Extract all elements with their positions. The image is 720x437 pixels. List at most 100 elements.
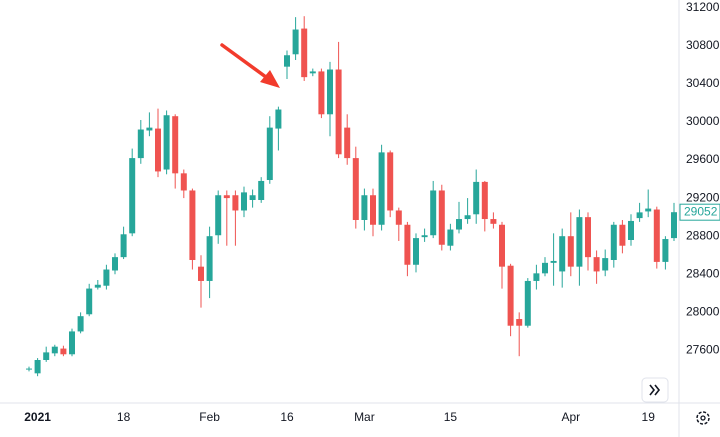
candle-body [284,55,290,67]
candle-body [430,190,437,236]
scroll-button[interactable] [641,377,669,403]
candle-body [387,152,394,211]
candle-body [318,71,325,115]
scroll-icon [649,384,661,396]
candle-body [94,284,101,288]
candle-body [309,71,316,74]
candle-body [447,229,454,246]
last-price-label: 29052 [684,204,718,218]
candle-body [241,192,247,211]
settings-button[interactable] [696,411,710,425]
candle-body [275,109,282,129]
y-tick-label: 27600 [686,343,720,357]
candle-body [645,208,652,212]
x-tick-label: Apr [561,410,580,424]
candle-body [542,262,548,274]
candle-body [292,29,299,55]
gear-outline[interactable] [696,411,710,425]
candle-body [585,217,591,258]
candles [26,16,677,377]
y-tick-label: 30400 [686,76,720,90]
arrow-head [260,70,280,88]
candle-body [335,69,342,155]
y-tick-label: 29200 [686,190,720,204]
candle-body [378,152,385,225]
candle-body [636,212,643,219]
candle-body [507,265,514,326]
candle-body [155,128,161,172]
candle-body [473,181,480,215]
x-tick-label: 2021 [24,410,51,424]
candle-body [163,115,170,170]
candle-body [628,220,634,240]
y-tick-label: 28400 [686,266,720,280]
x-tick-label: 19 [642,410,656,424]
candle-body [490,219,497,224]
candle-body [137,129,144,159]
candle-body [301,28,308,78]
gear-center [700,415,706,421]
y-tick-label: 30000 [686,114,720,128]
candle-body [43,352,50,360]
candle-body [180,173,187,191]
candle-body [249,195,256,200]
candle-body [266,127,273,180]
candle-body [610,224,617,260]
candle-body [172,116,179,174]
candle-body [499,224,505,267]
candle-body [619,224,626,246]
candle-body [215,195,222,236]
candle-body [464,215,471,220]
candle-body [602,258,609,271]
candle-body [26,368,32,370]
candle-body [60,348,67,355]
candle-body [671,212,677,239]
candle-body [524,280,531,326]
candle-body [559,236,566,272]
annotation-arrow [220,43,280,88]
candle-body [516,319,523,326]
x-tick-label: Feb [199,410,220,424]
candle-body [69,331,75,355]
candle-body [395,210,402,225]
candle-body [34,360,41,374]
candle-body [112,257,118,271]
x-tick-label: 18 [117,410,131,424]
y-tick-label: 29600 [686,152,720,166]
candle-body [593,257,600,272]
candle-body [120,234,127,258]
candle-body [576,217,583,267]
candle-body [533,273,540,281]
y-tick-label: 28800 [686,228,720,242]
candle-body [206,236,213,281]
candle-body [550,260,557,263]
x-tick-label: 16 [280,410,294,424]
last-price-box [679,203,720,221]
candle-body [103,269,110,286]
candle-body [51,346,58,354]
candle-body [86,288,93,315]
candle-body [481,181,488,220]
candle-body [198,266,204,281]
y-tick-label: 30800 [686,38,720,52]
candle-body [189,190,196,260]
candle-body [327,69,333,115]
arrow-shaft [220,43,272,82]
candle-body [232,195,239,211]
candle-body [438,190,445,245]
candle-body [352,158,359,220]
y-tick-label: 28000 [686,305,720,319]
candle-body [258,180,265,200]
candle-body [77,316,84,332]
candle-body [662,239,669,262]
candle-body [567,236,574,267]
x-tick-label: Mar [354,410,375,424]
candle-body [361,195,368,220]
candle-body [146,127,153,131]
candle-body [129,158,136,234]
candle-body [223,195,230,199]
candle-body [413,238,419,265]
candle-body [421,235,428,238]
